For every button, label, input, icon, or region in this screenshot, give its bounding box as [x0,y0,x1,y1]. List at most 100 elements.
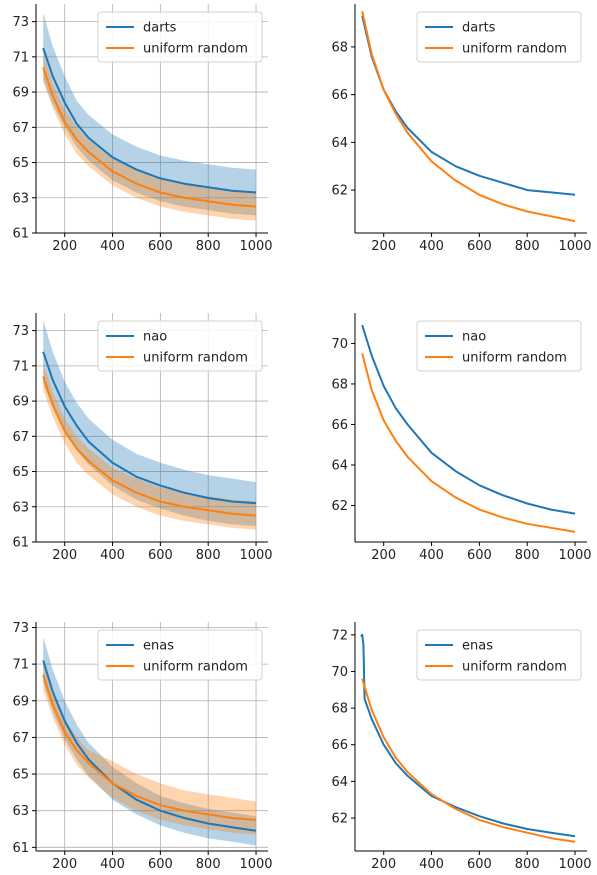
y-tick-label: 61 [12,841,29,856]
confidence-band [43,660,257,835]
legend: darts uniform random [97,11,263,63]
legend: enas uniform random [97,629,263,681]
series-line [361,678,576,843]
x-tick-label: 400 [419,548,444,563]
y-tick-label: 71 [12,50,29,65]
y-tick-label: 66 [331,738,348,753]
confidence-band [43,320,257,527]
legend-label: enas [143,639,174,654]
series-line [360,633,576,838]
y-tick-label: 69 [12,395,29,410]
legend-label: enas [462,639,493,654]
y-tick-label: 72 [331,628,348,643]
confidence-band [43,636,257,846]
legend-label: uniform random [462,660,567,675]
x-tick-label: 200 [371,857,396,872]
legend: nao uniform random [97,320,263,372]
x-tick-label: 800 [515,857,540,872]
x-tick-label: 600 [467,857,492,872]
y-tick-label: 61 [12,536,29,551]
legend-box [416,629,582,681]
legend-label: darts [143,21,177,36]
x-tick-label: 200 [52,239,77,254]
chart-panel-5: 200 400 600 800 1000 61 63 65 67 69 71 73 enas unifor… [12,621,272,872]
x-tick-label: 800 [515,548,540,563]
x-tick-label: 400 [419,857,444,872]
x-tick-label: 200 [52,857,77,872]
y-tick-label: 65 [12,768,29,783]
x-tick-label: 800 [196,239,221,254]
y-tick-label: 73 [12,15,29,30]
y-tick-label: 68 [331,40,348,55]
x-tick-label: 1000 [558,548,591,563]
y-tick-label: 63 [12,804,29,819]
y-tick-label: 68 [331,702,348,717]
y-tick-label: 65 [12,156,29,171]
x-tick-label: 200 [371,548,396,563]
chart-panel-1: 200 400 600 800 1000 61 63 65 67 69 71 73 darts unifo… [12,4,273,254]
x-tick-label: 200 [52,548,77,563]
y-tick-label: 64 [331,136,348,151]
x-tick-label: 600 [467,548,492,563]
x-tick-label: 400 [100,857,125,872]
series-line [361,324,576,515]
chart-panel-6: 200 400 600 800 1000 62 64 66 68 70 72 enas uniform … [331,622,592,872]
y-tick-label: 62 [331,812,348,827]
series-line [42,674,257,821]
legend-label: uniform random [462,351,567,366]
x-tick-label: 600 [148,548,173,563]
y-tick-label: 66 [331,88,348,103]
legend: enas uniform random [416,629,582,681]
y-tick-label: 62 [331,184,348,199]
legend-box [416,320,582,372]
x-tick-label: 800 [515,239,540,254]
y-tick-label: 67 [12,121,29,136]
legend-label: nao [462,330,486,345]
y-tick-label: 69 [12,86,29,101]
legend-box [97,11,263,63]
series-line [42,376,257,517]
series-line [42,47,257,194]
x-tick-label: 400 [100,548,125,563]
chart-panel-3: 200 400 600 800 1000 61 63 65 67 69 71 73 nao uniform… [12,313,273,563]
x-tick-label: 600 [148,239,173,254]
y-tick-label: 64 [331,775,348,790]
x-tick-label: 200 [371,239,396,254]
y-tick-label: 62 [331,499,348,514]
x-tick-label: 600 [148,857,173,872]
y-tick-label: 63 [12,191,29,206]
y-tick-label: 64 [331,458,348,473]
chart-panel-2: 200 400 600 800 1000 62 64 66 68 darts uniform ran… [331,4,592,254]
series-line [361,10,576,223]
y-tick-label: 71 [12,359,29,374]
y-tick-label: 73 [12,324,29,339]
y-tick-label: 67 [12,731,29,746]
y-tick-label: 69 [12,694,29,709]
x-tick-label: 400 [419,239,444,254]
y-tick-label: 61 [12,227,29,242]
y-tick-label: 67 [12,430,29,445]
legend-label: nao [143,330,167,345]
series-line [42,660,257,832]
x-tick-label: 1000 [558,857,591,872]
y-tick-label: 68 [331,377,348,392]
y-tick-label: 73 [12,621,29,636]
legend-label: darts [462,21,496,36]
series-line [361,353,576,533]
confidence-band [43,12,257,216]
legend-label: uniform random [143,660,248,675]
x-tick-label: 1000 [239,857,272,872]
legend-label: uniform random [462,42,567,57]
series-line [42,67,257,208]
x-tick-label: 800 [196,857,221,872]
x-tick-label: 1000 [558,239,591,254]
y-tick-label: 63 [12,500,29,515]
y-tick-label: 70 [331,665,348,680]
legend-box [416,11,582,63]
y-tick-label: 66 [331,418,348,433]
legend-box [97,629,263,681]
legend: nao uniform random [416,320,582,372]
y-tick-label: 71 [12,658,29,673]
x-tick-label: 1000 [239,239,272,254]
